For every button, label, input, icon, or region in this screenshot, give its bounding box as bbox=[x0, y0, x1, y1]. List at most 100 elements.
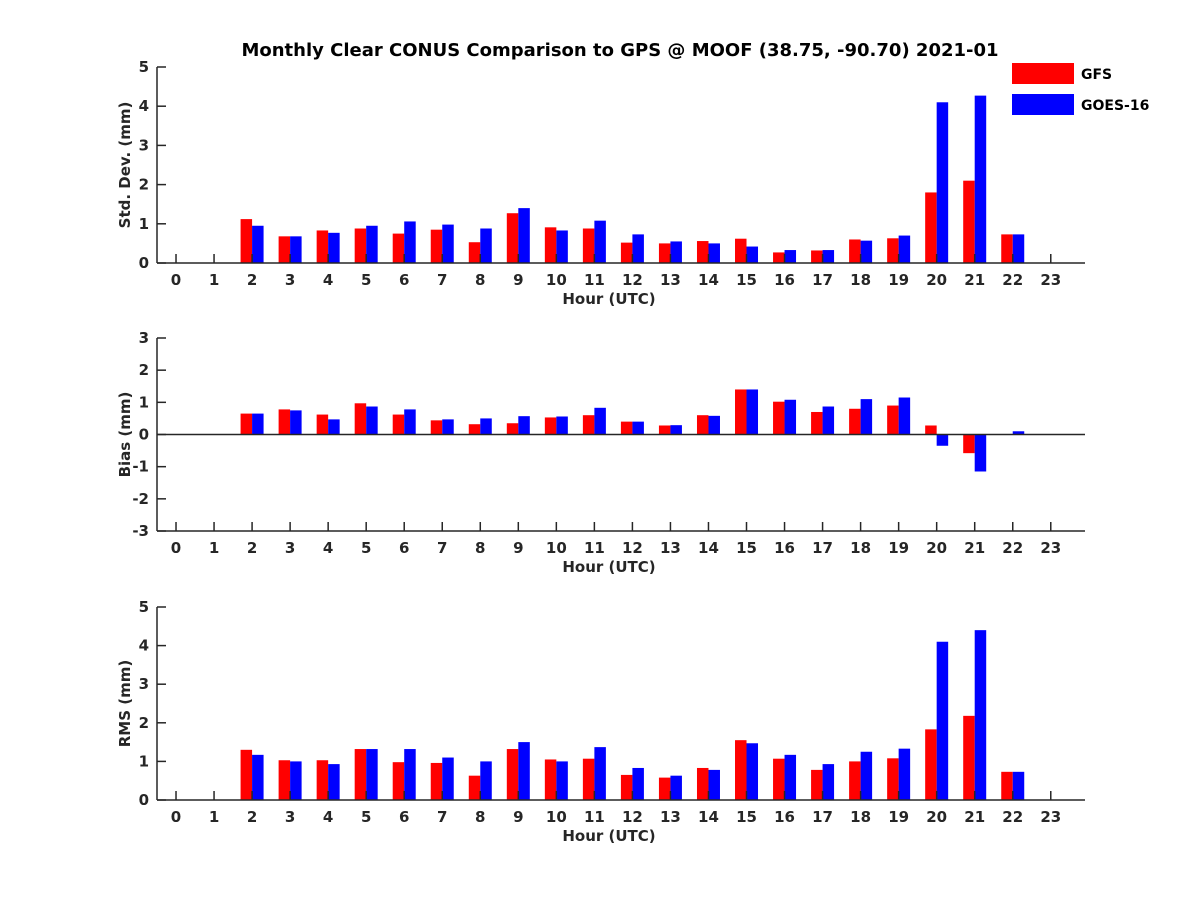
x-tick-label: 11 bbox=[584, 271, 605, 289]
y-axis-title: Bias (mm) bbox=[116, 392, 134, 478]
bar-goes-16-hour-22 bbox=[1012, 431, 1025, 435]
x-tick-label: 18 bbox=[850, 808, 871, 826]
bar-goes-16-hour-5 bbox=[366, 225, 378, 263]
x-tick-label: 10 bbox=[546, 271, 567, 289]
bar-gfs-hour-19 bbox=[887, 238, 899, 263]
bar-goes-16-hour-14 bbox=[708, 415, 720, 435]
x-tick-label: 11 bbox=[584, 539, 605, 557]
x-tick-label: 10 bbox=[546, 808, 567, 826]
x-tick-label: 22 bbox=[1002, 808, 1023, 826]
bar-goes-16-hour-6 bbox=[404, 409, 416, 435]
bar-goes-16-hour-3 bbox=[290, 236, 302, 263]
bar-goes-16-hour-19 bbox=[898, 748, 911, 800]
bar-gfs-hour-5 bbox=[354, 403, 367, 435]
bar-gfs-hour-22 bbox=[1001, 234, 1013, 263]
bar-gfs-hour-20 bbox=[925, 192, 937, 263]
x-tick-label: 14 bbox=[698, 539, 719, 557]
bar-gfs-hour-21 bbox=[963, 434, 975, 454]
x-tick-label: 21 bbox=[964, 808, 985, 826]
x-tick-label: 16 bbox=[774, 271, 795, 289]
bar-gfs-hour-8 bbox=[468, 242, 481, 263]
bar-goes-16-hour-9 bbox=[518, 416, 530, 435]
bar-goes-16-hour-9 bbox=[518, 742, 530, 800]
bar-goes-16-hour-12 bbox=[632, 767, 644, 800]
x-tick-label: 2 bbox=[247, 271, 257, 289]
x-tick-label: 12 bbox=[622, 539, 643, 557]
bar-gfs-hour-20 bbox=[925, 425, 937, 435]
x-tick-label: 5 bbox=[361, 808, 371, 826]
bar-goes-16-hour-14 bbox=[708, 769, 720, 800]
bar-goes-16-hour-15 bbox=[746, 246, 759, 263]
bar-gfs-hour-18 bbox=[849, 761, 861, 800]
y-tick-label: 2 bbox=[139, 176, 149, 194]
x-tick-label: 1 bbox=[209, 808, 219, 826]
figure-title: Monthly Clear CONUS Comparison to GPS @ … bbox=[241, 40, 998, 61]
x-tick-label: 14 bbox=[698, 808, 719, 826]
bar-goes-16-hour-19 bbox=[898, 397, 911, 435]
x-tick-label: 5 bbox=[361, 271, 371, 289]
y-tick-label: 2 bbox=[139, 714, 149, 732]
bar-gfs-hour-8 bbox=[468, 775, 481, 800]
bar-goes-16-hour-16 bbox=[784, 399, 797, 435]
bar-goes-16-hour-15 bbox=[746, 743, 759, 800]
bar-gfs-hour-7 bbox=[430, 762, 443, 800]
bar-goes-16-hour-17 bbox=[822, 250, 835, 263]
bar-gfs-hour-2 bbox=[240, 219, 253, 263]
bar-gfs-hour-13 bbox=[658, 425, 671, 435]
x-tick-label: 0 bbox=[171, 271, 181, 289]
bar-goes-16-hour-2 bbox=[252, 225, 264, 263]
y-tick-label: 3 bbox=[139, 136, 149, 154]
bar-gfs-hour-11 bbox=[582, 758, 595, 800]
bar-goes-16-hour-20 bbox=[936, 641, 949, 800]
bar-goes-16-hour-21 bbox=[974, 95, 987, 264]
bar-gfs-hour-6 bbox=[392, 414, 405, 435]
bar-gfs-hour-9 bbox=[506, 213, 519, 263]
x-tick-label: 4 bbox=[323, 271, 333, 289]
bar-gfs-hour-9 bbox=[506, 423, 519, 435]
x-tick-label: 8 bbox=[475, 539, 485, 557]
x-tick-label: 2 bbox=[247, 808, 257, 826]
x-tick-label: 19 bbox=[888, 539, 909, 557]
x-axis-title: Hour (UTC) bbox=[562, 290, 655, 308]
legend-swatch-goes-16 bbox=[1012, 94, 1074, 115]
y-tick-label: 0 bbox=[139, 791, 149, 809]
x-tick-label: 2 bbox=[247, 539, 257, 557]
bar-gfs-hour-3 bbox=[278, 236, 291, 263]
y-tick-label: 0 bbox=[139, 426, 149, 444]
x-tick-label: 21 bbox=[964, 539, 985, 557]
bar-goes-16-hour-21 bbox=[974, 630, 987, 800]
bar-goes-16-hour-14 bbox=[708, 243, 720, 263]
x-tick-label: 9 bbox=[513, 539, 523, 557]
y-tick-label: 2 bbox=[139, 361, 149, 379]
x-tick-label: 15 bbox=[736, 808, 757, 826]
x-tick-label: 22 bbox=[1002, 271, 1023, 289]
bar-goes-16-hour-4 bbox=[328, 232, 340, 263]
bar-goes-16-hour-3 bbox=[290, 410, 302, 435]
x-tick-label: 16 bbox=[774, 808, 795, 826]
x-tick-label: 9 bbox=[513, 808, 523, 826]
bar-gfs-hour-10 bbox=[544, 227, 557, 263]
x-tick-label: 22 bbox=[1002, 539, 1023, 557]
x-axis-title: Hour (UTC) bbox=[562, 558, 655, 576]
y-tick-label: 3 bbox=[139, 675, 149, 693]
x-tick-label: 17 bbox=[812, 808, 833, 826]
x-tick-label: 23 bbox=[1040, 539, 1061, 557]
x-tick-label: 7 bbox=[437, 808, 447, 826]
bar-goes-16-hour-22 bbox=[1012, 234, 1025, 263]
y-tick-label: 1 bbox=[139, 393, 149, 411]
bar-goes-16-hour-17 bbox=[822, 406, 835, 435]
bar-gfs-hour-22 bbox=[1001, 771, 1013, 800]
bar-gfs-hour-20 bbox=[925, 729, 937, 800]
legend-swatch-gfs bbox=[1012, 63, 1074, 84]
x-axis-title: Hour (UTC) bbox=[562, 827, 655, 845]
x-tick-label: 17 bbox=[812, 271, 833, 289]
x-tick-label: 21 bbox=[964, 271, 985, 289]
bar-goes-16-hour-10 bbox=[556, 761, 568, 800]
x-tick-label: 8 bbox=[475, 808, 485, 826]
x-tick-label: 0 bbox=[171, 539, 181, 557]
bar-goes-16-hour-18 bbox=[860, 240, 873, 263]
bar-gfs-hour-4 bbox=[316, 230, 329, 263]
bar-goes-16-hour-10 bbox=[556, 230, 568, 263]
bar-gfs-hour-15 bbox=[735, 389, 747, 435]
